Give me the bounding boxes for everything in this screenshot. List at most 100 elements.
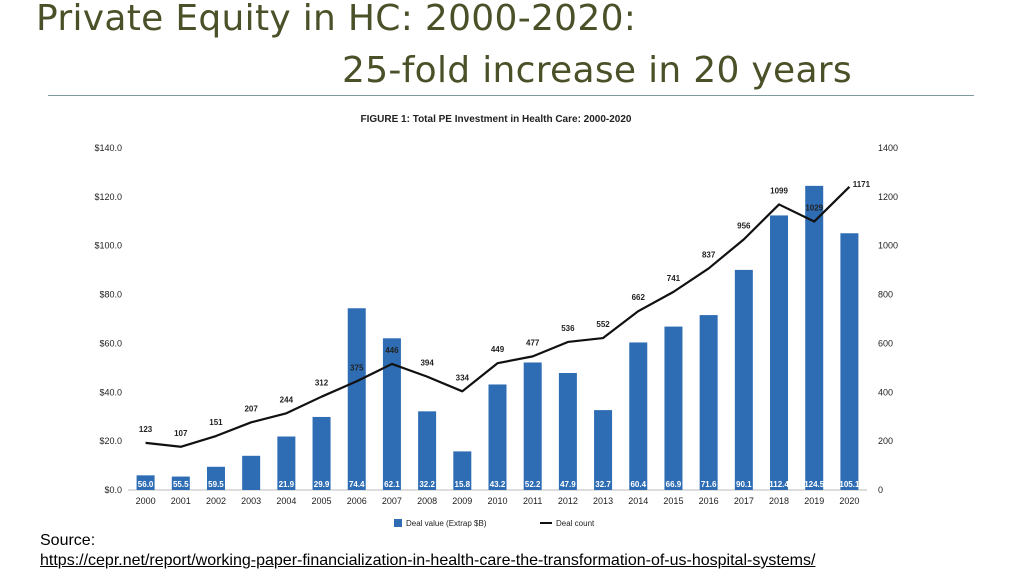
line-point-label: 151 — [209, 418, 223, 427]
x-tick-label: 2017 — [734, 496, 754, 506]
line-point-label: 662 — [632, 293, 646, 302]
bar-value-label: 29.9 — [314, 480, 330, 489]
line-point-label: 477 — [526, 338, 540, 347]
chart-title: FIGURE 1: Total PE Investment in Health … — [360, 114, 631, 125]
x-tick-label: 2020 — [839, 496, 859, 506]
bar — [558, 372, 577, 490]
x-tick-label: 2008 — [417, 496, 437, 506]
y-right-tick-label: 1200 — [878, 192, 898, 202]
line-point-label: 334 — [456, 373, 470, 382]
x-tick-label: 2010 — [487, 496, 507, 506]
bar-value-label: 105.1 — [839, 480, 860, 489]
source-link[interactable]: https://cepr.net/report/working-paper-fi… — [40, 552, 816, 569]
x-tick-label: 2012 — [558, 496, 578, 506]
y-right-tick-label: 400 — [878, 387, 893, 397]
legend-label-deal-count: Deal count — [556, 519, 595, 528]
y-right-tick-label: 1400 — [878, 143, 898, 153]
x-tick-label: 2003 — [241, 496, 261, 506]
bar-value-label: 112.4 — [769, 480, 789, 489]
bar-value-label: 32.2 — [419, 480, 435, 489]
bar — [171, 476, 190, 490]
x-tick-label: 2018 — [769, 496, 789, 506]
line-point-label: 1171 — [853, 180, 871, 189]
bar — [312, 416, 331, 490]
bar-value-label: 60.4 — [630, 480, 646, 489]
legend-label-deal-value: Deal value (Extrap $B) — [406, 519, 487, 528]
bar-value-label: 15.8 — [455, 480, 471, 489]
bar-value-label: 32.7 — [595, 480, 611, 489]
bar — [277, 436, 296, 490]
bar — [453, 451, 472, 490]
line-point-label: 394 — [420, 359, 434, 368]
line-point-label: 956 — [737, 221, 751, 230]
bar — [523, 362, 542, 490]
x-tick-label: 2015 — [663, 496, 683, 506]
bar — [594, 410, 613, 490]
source-citation: Source: https://cepr.net/report/working-… — [40, 531, 815, 571]
x-tick-label: 2004 — [276, 496, 296, 506]
line-point-label: 123 — [139, 425, 153, 434]
x-tick-label: 2006 — [347, 496, 367, 506]
bar-value-label: 62.1 — [384, 480, 400, 489]
x-tick-label: 2000 — [136, 496, 156, 506]
bar-value-label: 52.2 — [525, 480, 541, 489]
y-right-tick-label: 600 — [878, 338, 893, 348]
line-point-label: 536 — [561, 324, 575, 333]
bar-value-label: 55.5 — [173, 480, 189, 489]
slide-title-line1: Private Equity in HC: 2000-2020: — [36, 0, 637, 39]
x-tick-label: 2011 — [523, 496, 542, 506]
bar — [488, 384, 507, 490]
line-point-label: 375 — [350, 363, 364, 372]
line-point-label: 741 — [667, 274, 681, 283]
line-point-label: 1029 — [805, 204, 823, 213]
y-left-tick-label: $120.0 — [94, 192, 122, 202]
x-tick-label: 2009 — [452, 496, 472, 506]
bar-value-label: 74.4 — [349, 480, 365, 489]
y-left-tick-label: $60.0 — [99, 338, 122, 348]
bar-value-label: 124.5 — [804, 480, 825, 489]
line-point-label: 1099 — [770, 186, 788, 195]
line-point-label: 207 — [244, 404, 258, 413]
bar-value-label: 56.0 — [138, 480, 154, 489]
line-point-label: 312 — [315, 379, 329, 388]
bar — [664, 326, 683, 490]
line-point-label: 107 — [174, 429, 188, 438]
x-tick-label: 2014 — [628, 496, 648, 506]
x-tick-label: 2007 — [382, 496, 402, 506]
bar-value-label: 71.6 — [701, 480, 717, 489]
x-tick-label: 2013 — [593, 496, 613, 506]
bar-value-label: 21.9 — [279, 480, 295, 489]
y-right-tick-label: 1000 — [878, 241, 898, 251]
y-left-tick-label: $0.0 — [104, 485, 122, 495]
bar — [242, 455, 261, 490]
bar — [347, 308, 366, 490]
y-left-tick-label: $40.0 — [99, 387, 122, 397]
bar — [136, 475, 155, 490]
y-left-tick-label: $140.0 — [94, 143, 122, 153]
bar — [734, 269, 753, 490]
bar — [382, 338, 401, 490]
bar — [699, 315, 718, 490]
y-right-tick-label: 800 — [878, 290, 893, 300]
y-right-tick-label: 200 — [878, 436, 893, 446]
slide-title-line2: 25-fold increase in 20 years — [342, 50, 852, 91]
bar — [206, 466, 225, 490]
bar-value-label: 90.1 — [736, 480, 752, 489]
x-tick-label: 2016 — [699, 496, 719, 506]
deal-count-line — [145, 186, 851, 448]
x-tick-label: 2002 — [206, 496, 226, 506]
bar-value-label: 43.2 — [490, 480, 506, 489]
line-point-label: 449 — [491, 345, 505, 354]
source-label: Source: — [40, 532, 96, 549]
bar-value-label: 59.5 — [208, 480, 224, 489]
y-left-tick-label: $100.0 — [94, 241, 122, 251]
legend-swatch-deal-value — [394, 519, 402, 527]
line-point-label: 446 — [385, 346, 399, 355]
bar — [418, 411, 437, 490]
line-point-label: 244 — [280, 395, 294, 404]
x-tick-label: 2019 — [804, 496, 824, 506]
bar — [840, 233, 859, 490]
bar — [770, 215, 789, 490]
bar — [629, 342, 648, 490]
